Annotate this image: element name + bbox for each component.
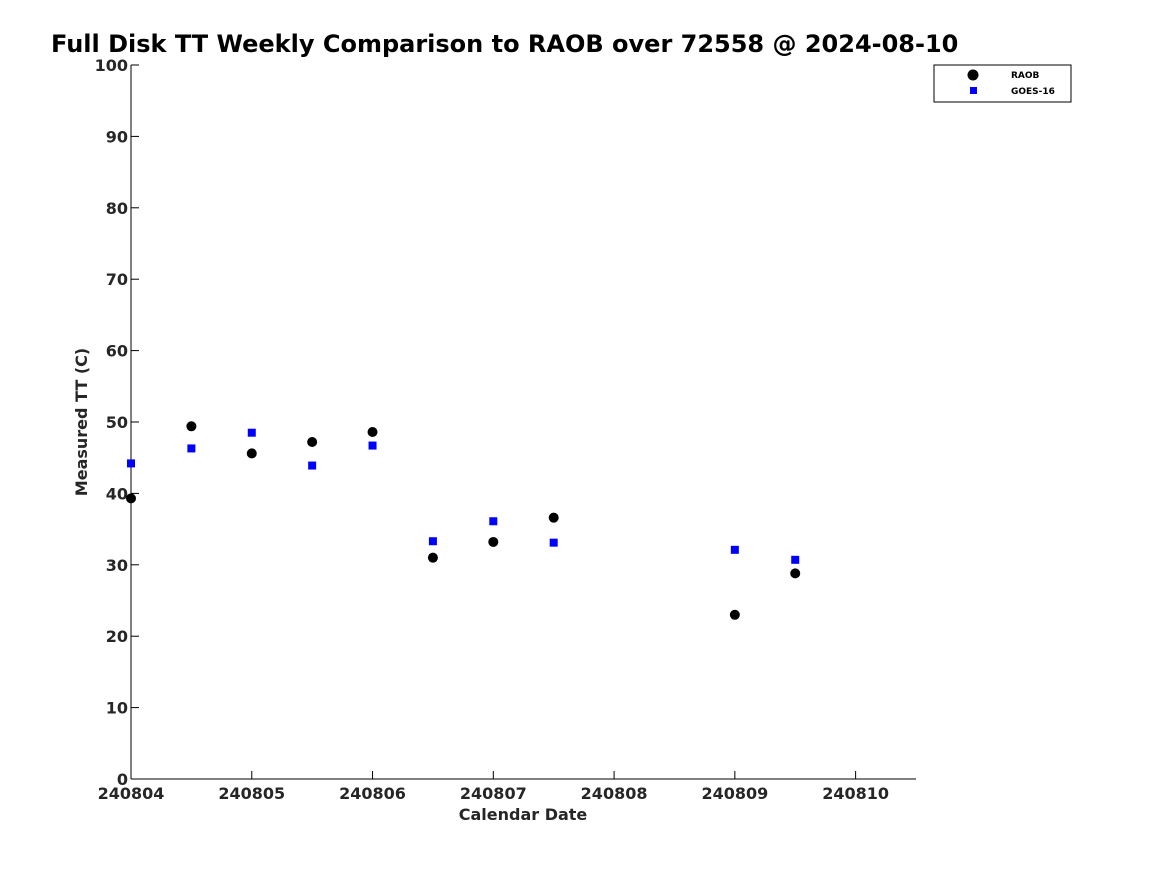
point-raob	[307, 436, 318, 447]
point-raob	[548, 512, 559, 523]
point-goes16	[247, 428, 256, 437]
x-axis-ticks: 240804 240805 240806 240807 240808 240809 2408…	[98, 771, 889, 803]
legend: RAOB GOES-16	[933, 64, 1072, 103]
point-raob	[186, 421, 197, 432]
x-tick-label: 240808	[581, 784, 648, 803]
x-tick-label: 240806	[339, 784, 406, 803]
x-axis-label: Calendar Date	[459, 805, 588, 824]
y-tick-label: 20	[106, 627, 128, 646]
point-raob	[126, 493, 136, 504]
point-goes16	[127, 459, 135, 468]
chart-title: Full Disk TT Weekly Comparison to RAOB o…	[51, 30, 958, 58]
x-tick-label: 240805	[218, 784, 285, 803]
legend-marker-raob	[967, 69, 979, 81]
point-goes16	[549, 538, 558, 547]
y-tick-label: 60	[106, 342, 128, 361]
y-tick-label: 40	[106, 484, 128, 503]
point-goes16	[308, 461, 317, 470]
legend-marker-goes16	[970, 87, 977, 94]
y-tick-label: 90	[106, 127, 128, 146]
y-tick-label: 50	[106, 413, 128, 432]
point-raob	[246, 448, 257, 459]
y-tick-label: 0	[117, 770, 128, 789]
y-tick-label: 30	[106, 556, 128, 575]
x-tick-label: 240810	[822, 784, 889, 803]
y-tick-label: 100	[95, 56, 128, 75]
x-tick-label: 240807	[460, 784, 527, 803]
point-raob	[427, 552, 438, 563]
legend-label-raob: RAOB	[1011, 71, 1040, 81]
x-tick-label: 240804	[98, 784, 165, 803]
point-raob	[729, 609, 740, 620]
legend-box	[933, 64, 1072, 103]
point-goes16	[730, 545, 739, 554]
y-axis-label: Measured TT (C)	[72, 348, 91, 496]
data-points	[126, 421, 801, 620]
point-raob	[488, 536, 499, 547]
point-goes16	[791, 555, 800, 564]
point-goes16	[489, 517, 498, 526]
legend-label-goes16: GOES-16	[1011, 87, 1055, 97]
y-tick-label: 10	[106, 699, 128, 718]
point-goes16	[428, 537, 437, 546]
x-tick-label: 240809	[701, 784, 768, 803]
point-raob	[367, 426, 378, 437]
point-goes16	[187, 444, 196, 453]
point-raob	[790, 568, 801, 579]
y-tick-label: 70	[106, 270, 128, 289]
point-goes16	[368, 441, 377, 450]
y-tick-label: 80	[106, 199, 128, 218]
y-axis-ticks: 0 10 20 30 40 50 60 70 80 90 100	[95, 56, 139, 789]
